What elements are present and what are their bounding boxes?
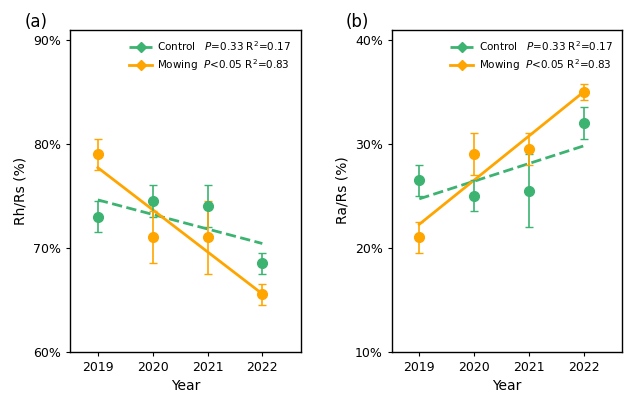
X-axis label: Year: Year [171, 379, 200, 393]
Legend: Control   $P$=0.33 R$^{2}$=0.17, Mowing  $P$<0.05 R$^{2}$=0.83: Control $P$=0.33 R$^{2}$=0.17, Mowing $P… [125, 35, 296, 77]
X-axis label: Year: Year [492, 379, 522, 393]
Text: (a): (a) [24, 13, 48, 31]
Text: (b): (b) [346, 13, 370, 31]
Y-axis label: Ra/Rs (%): Ra/Rs (%) [335, 157, 349, 224]
Y-axis label: Rh/Rs (%): Rh/Rs (%) [14, 156, 28, 225]
Legend: Control   $P$=0.33 R$^{2}$=0.17, Mowing  $P$<0.05 R$^{2}$=0.83: Control $P$=0.33 R$^{2}$=0.17, Mowing $P… [446, 35, 617, 77]
